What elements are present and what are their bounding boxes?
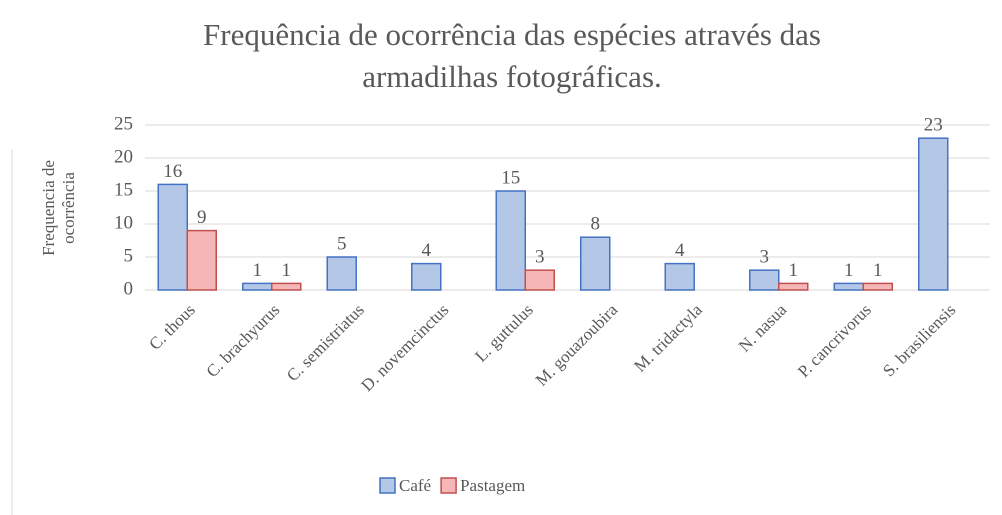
chart-title: Frequência de ocorrência das espécies at…	[203, 17, 821, 52]
data-label: 8	[591, 214, 601, 235]
data-label: 4	[422, 240, 432, 261]
bar	[186, 229, 217, 291]
y-axis-label: ocorrência	[59, 172, 78, 244]
data-label: 9	[197, 207, 207, 228]
y-tick-label: 0	[124, 278, 134, 299]
data-label: 1	[789, 260, 799, 281]
y-tick-label: 10	[114, 212, 133, 233]
bar	[918, 137, 949, 291]
x-tick-label: C. thous	[145, 300, 199, 354]
data-label: 1	[282, 260, 292, 281]
x-tick-label: C. semistriatus	[283, 300, 368, 385]
bar	[326, 256, 357, 291]
data-label: 15	[501, 167, 520, 188]
data-label: 1	[873, 260, 883, 281]
data-label: 3	[760, 247, 770, 268]
data-label: 1	[253, 260, 263, 281]
bar	[580, 236, 611, 291]
x-tick-label: N. nasua	[735, 300, 791, 356]
x-tick-label: M. tridactyla	[630, 300, 706, 376]
y-tick-label: 5	[124, 245, 134, 266]
bar	[271, 282, 302, 291]
bar	[157, 183, 188, 291]
bar	[862, 282, 893, 291]
legend-swatch	[379, 477, 396, 494]
legend-label: Pastagem	[460, 476, 525, 495]
bar	[749, 269, 780, 291]
data-label: 1	[844, 260, 854, 281]
data-label: 5	[337, 233, 347, 254]
y-tick-label: 15	[114, 179, 133, 200]
y-tick-label: 25	[114, 113, 133, 134]
bar	[778, 282, 809, 291]
bar	[524, 269, 555, 291]
bar	[242, 282, 273, 291]
data-label: 16	[163, 161, 182, 182]
x-tick-label: L. guttulus	[471, 300, 537, 366]
x-tick-label: M. gouazoubira	[532, 300, 622, 390]
data-label: 4	[675, 240, 685, 261]
bar	[833, 282, 864, 291]
bar	[495, 190, 526, 291]
data-label: 3	[535, 247, 545, 268]
y-tick-label: 20	[114, 146, 133, 167]
x-tick-label: P. cancrivorus	[794, 300, 875, 381]
legend-swatch	[440, 477, 457, 494]
data-label: 23	[924, 115, 943, 136]
bar	[411, 262, 442, 291]
legend-label: Café	[399, 476, 431, 495]
x-tick-label: D. novemcinctus	[357, 300, 452, 395]
x-tick-label: S. brasiliensis	[879, 300, 959, 380]
chart-title: armadilhas fotográficas.	[362, 59, 662, 94]
x-tick-label: C. brachyurus	[202, 300, 283, 381]
y-axis-label: Frequencia de	[39, 160, 58, 256]
bar	[664, 262, 695, 291]
